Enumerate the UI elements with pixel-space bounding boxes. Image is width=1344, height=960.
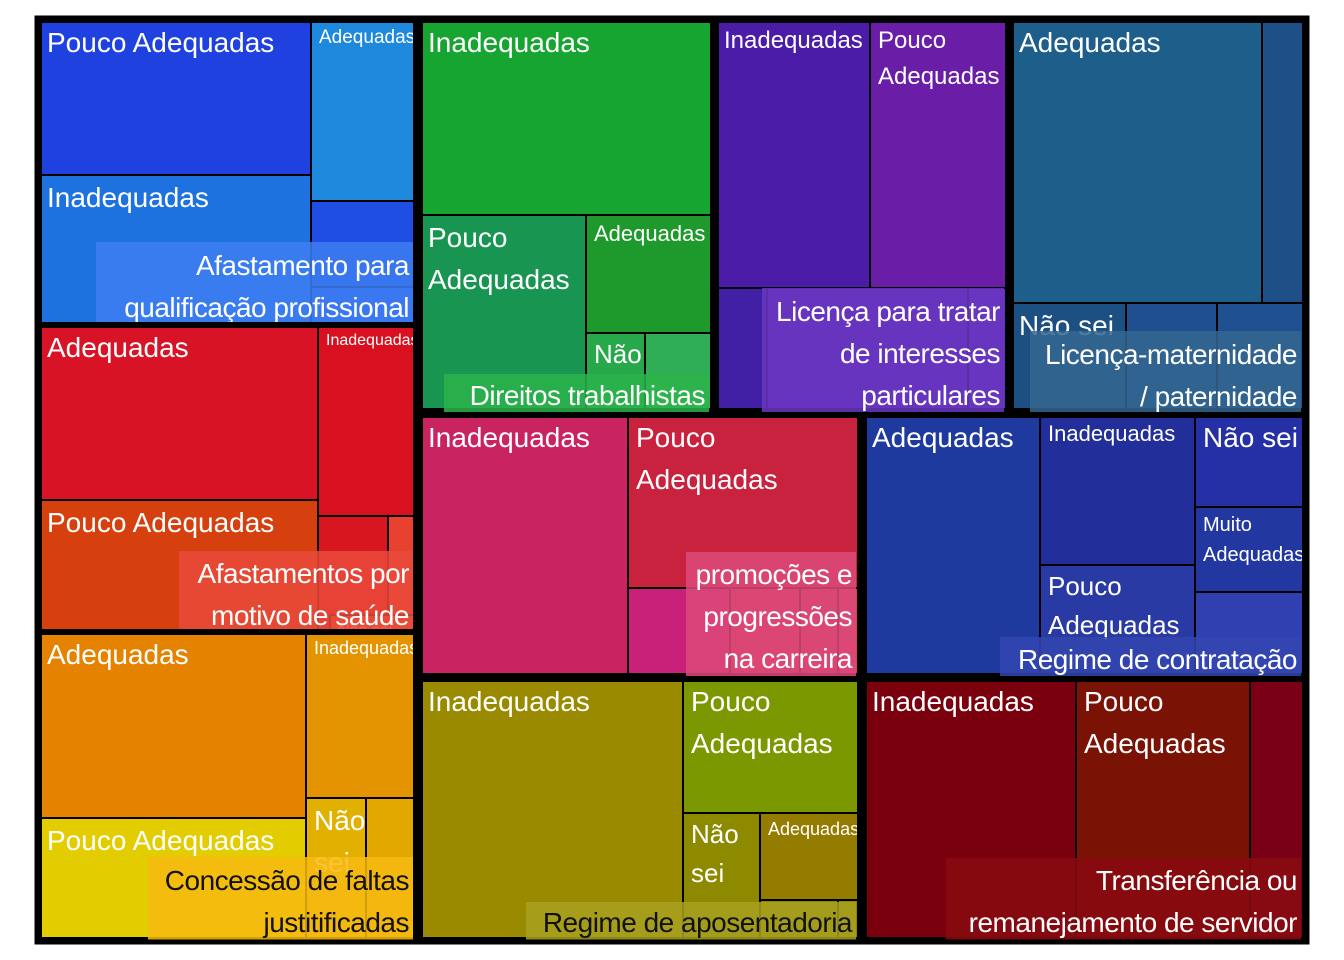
group-title-background xyxy=(686,552,856,678)
group-direitos-trabalhistas: Inadequadas Pouco Adequadas Adequadas Não Dir… xyxy=(417,17,716,415)
group-regime-de-contratacao: Adequadas Inadequadas Não sei Muito Adequada… xyxy=(861,412,1308,679)
cell-label: Adequadas xyxy=(768,819,859,839)
treemap-cell[interactable] xyxy=(1010,19,1263,304)
group-title: de interesses xyxy=(840,338,1000,369)
treemap-cell[interactable] xyxy=(715,287,768,412)
group-title-background xyxy=(1030,331,1301,416)
group-title: Licença para tratar xyxy=(776,296,1000,327)
cell-label: Inadequadas xyxy=(428,686,590,717)
cell-label: Inadequadas xyxy=(326,332,419,349)
cell-label: Não sei xyxy=(1203,422,1298,453)
cell-label: Adequadas xyxy=(1019,27,1161,58)
group-title: na carreira xyxy=(724,643,853,674)
cell-label: Adequadas xyxy=(1084,728,1226,759)
group-title: particulares xyxy=(861,380,1000,411)
group-promocoes-e-progressoes-na-carreira: Inadequadas Pouco Adequadas promoções e prog… xyxy=(417,412,863,679)
group-title-background xyxy=(96,242,413,327)
group-title: Regime de aposentadoria xyxy=(543,907,853,938)
group-title-background xyxy=(762,288,1004,415)
cell-label: Inadequadas xyxy=(1048,421,1175,446)
group-title-background xyxy=(179,551,413,635)
group-title-background xyxy=(444,374,709,415)
treemap-cell[interactable] xyxy=(419,414,629,677)
group-afastamento-para-qualificacao-profissional: Pouco Adequadas Adequadas Inadequadas Afast… xyxy=(36,17,419,328)
cell-label: Adequadas xyxy=(47,332,189,363)
cell-label: Inadequadas xyxy=(428,27,590,58)
group-title: Afastamento para xyxy=(196,250,410,281)
chart-outer-border xyxy=(34,15,1310,945)
treemap-cell[interactable] xyxy=(869,19,1009,289)
group-title: Regime de contratação xyxy=(1018,644,1297,675)
group-title: / paternidade xyxy=(1140,381,1297,412)
group-transferencia-ou-remanejamento-de-servidor: Inadequadas Pouco Adequadas Transferência o… xyxy=(861,676,1308,943)
cell-label: Pouco xyxy=(691,686,770,717)
group-title: remanejamento de servidor xyxy=(969,907,1298,938)
group-title-background xyxy=(946,858,1301,942)
group-licenca-para-tratar-de-interesses-particulares: Inadequadas Pouco Adequadas Licença para tr… xyxy=(713,17,1011,415)
cell-label: Pouco xyxy=(428,222,507,253)
treemap-cell[interactable] xyxy=(715,19,871,289)
treemap-cell[interactable] xyxy=(317,324,417,517)
cell-label: Inadequadas xyxy=(314,638,418,658)
treemap-cell[interactable] xyxy=(1194,414,1306,508)
cell-label: Pouco Adequadas xyxy=(47,825,274,856)
cell-label: sei xyxy=(691,858,724,888)
cell-label: Pouco Adequadas xyxy=(47,27,274,58)
cell-label: Pouco Adequadas xyxy=(47,507,274,538)
group-title-background xyxy=(526,902,856,942)
cell-label: Não xyxy=(314,805,365,836)
cell-label: Inadequadas xyxy=(428,422,590,453)
group-title: qualificação profissional xyxy=(124,292,409,323)
cell-label: Adequadas xyxy=(1203,544,1304,566)
cell-label: Não xyxy=(594,339,642,369)
cell-label: Inadequadas xyxy=(47,182,209,213)
group-title: promoções e xyxy=(696,559,852,590)
treemap-cell[interactable] xyxy=(310,19,417,202)
cell-label: Adequadas xyxy=(878,63,999,90)
treemap-cell[interactable] xyxy=(419,19,714,216)
group-regime-de-aposentadoria: Inadequadas Pouco Adequadas Não sei Adequadas… xyxy=(417,676,863,943)
cell-label: Inadequadas xyxy=(872,686,1034,717)
treemap-cell[interactable] xyxy=(863,414,1041,677)
cell-label: Muito xyxy=(1203,514,1252,536)
cell-label: Pouco xyxy=(1084,686,1163,717)
group-title: motivo de saúde xyxy=(211,600,409,631)
cell-label: Pouco xyxy=(636,422,715,453)
cell-label: Adequadas xyxy=(872,422,1014,453)
group-title-background xyxy=(1000,637,1301,679)
cell-label: Adequadas xyxy=(594,221,705,246)
group-title: Licença-maternidade xyxy=(1045,339,1297,370)
cell-label: Não xyxy=(691,819,739,849)
cell-label: Adequadas xyxy=(1048,610,1180,640)
group-title: justitificadas xyxy=(262,907,409,938)
group-title: Direitos trabalhistas xyxy=(470,380,705,411)
cell-label: Pouco xyxy=(1048,571,1122,601)
group-title: Concessão de faltas xyxy=(165,865,409,896)
cell-label: Pouco xyxy=(878,27,946,54)
cell-label: Adequadas xyxy=(319,27,415,48)
treemap-cell[interactable] xyxy=(38,19,312,176)
group-title: progressões xyxy=(703,601,852,632)
group-title-background xyxy=(148,857,413,942)
treemap-cell[interactable] xyxy=(419,678,684,941)
group-title: Transferência ou xyxy=(1096,865,1297,896)
cell-label: Inadequadas xyxy=(724,27,863,54)
cell-label: Adequadas xyxy=(691,728,833,759)
cell-label: Adequadas xyxy=(47,639,189,670)
treemap-cell[interactable] xyxy=(1261,19,1306,304)
cell-label: Adequadas xyxy=(428,264,570,295)
cell-label: Adequadas xyxy=(636,464,778,495)
group-title: Afastamentos por xyxy=(198,558,410,589)
